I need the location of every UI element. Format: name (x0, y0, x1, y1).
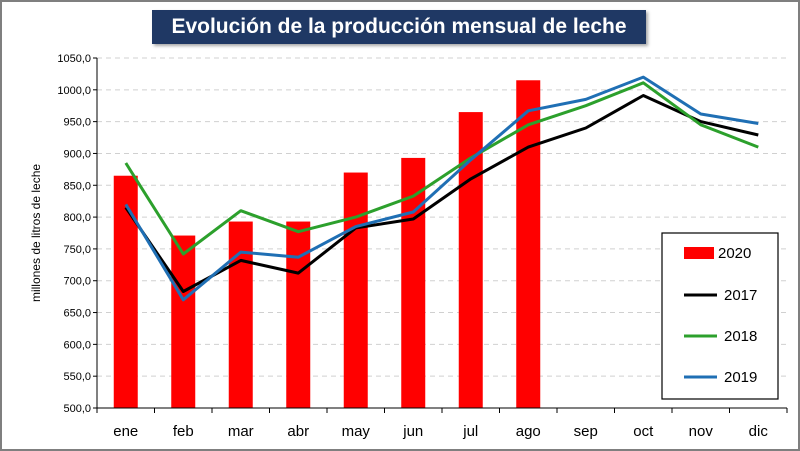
x-tick-label-jun: jun (402, 423, 423, 440)
y-tick-label: 550,0 (63, 371, 91, 383)
x-tick-label-dic: dic (749, 423, 769, 440)
y-tick-label: 1050,0 (57, 53, 91, 65)
y-tick-label: 500,0 (63, 403, 91, 415)
y-axis: 500,0 550,0 600,0 650,0 700,0 750,0 800,0 850,0… (57, 53, 98, 415)
x-tick-label-sep: sep (574, 423, 598, 440)
y-tick-label: 800,0 (63, 212, 91, 224)
bar-mar (228, 221, 253, 408)
line-2018 (124, 81, 759, 256)
x-tick-label-ago: ago (516, 423, 541, 440)
bar-may (343, 172, 368, 408)
bar-feb (171, 235, 196, 408)
y-tick-label: 950,0 (63, 117, 91, 129)
x-tick-label-ene: ene (113, 423, 138, 440)
line-2019 (124, 75, 759, 302)
legend-swatch-2020 (684, 247, 714, 259)
y-tick-label: 600,0 (63, 339, 91, 351)
y-axis-label: millones de litros de leche (29, 164, 43, 302)
bar-ene (113, 175, 138, 408)
y-tick-label: 650,0 (63, 308, 91, 320)
legend-label-2019: 2019 (724, 369, 757, 386)
line-series (124, 75, 759, 302)
x-axis: ene feb mar abr may jun jul ago sep oct nov dic (96, 407, 788, 440)
y-tick-label: 750,0 (63, 244, 91, 256)
y-tick-label: 700,0 (63, 276, 91, 288)
y-tick-label: 900,0 (63, 148, 91, 160)
chart-title: Evolución de la producción mensual de le… (152, 10, 646, 44)
line-2017 (124, 94, 759, 293)
x-tick-label-feb: feb (173, 423, 194, 440)
x-tick-label-may: may (342, 423, 371, 440)
x-tick-label-nov: nov (689, 423, 714, 440)
bar-ago (516, 80, 541, 408)
legend-box (661, 232, 779, 400)
x-tick-label-mar: mar (228, 423, 254, 440)
legend-label-2020: 2020 (718, 245, 751, 262)
x-tick-label-abr: abr (287, 423, 309, 440)
y-tick-label: 850,0 (63, 180, 91, 192)
x-tick-label-oct: oct (633, 423, 654, 440)
bar-abr (286, 221, 311, 408)
x-tick-label-jul: jul (462, 423, 478, 440)
legend: 2020 2017 2018 2019 (661, 232, 779, 400)
legend-label-2018: 2018 (724, 328, 757, 345)
legend-label-2017: 2017 (724, 287, 757, 304)
y-tick-label: 1000,0 (57, 85, 91, 97)
